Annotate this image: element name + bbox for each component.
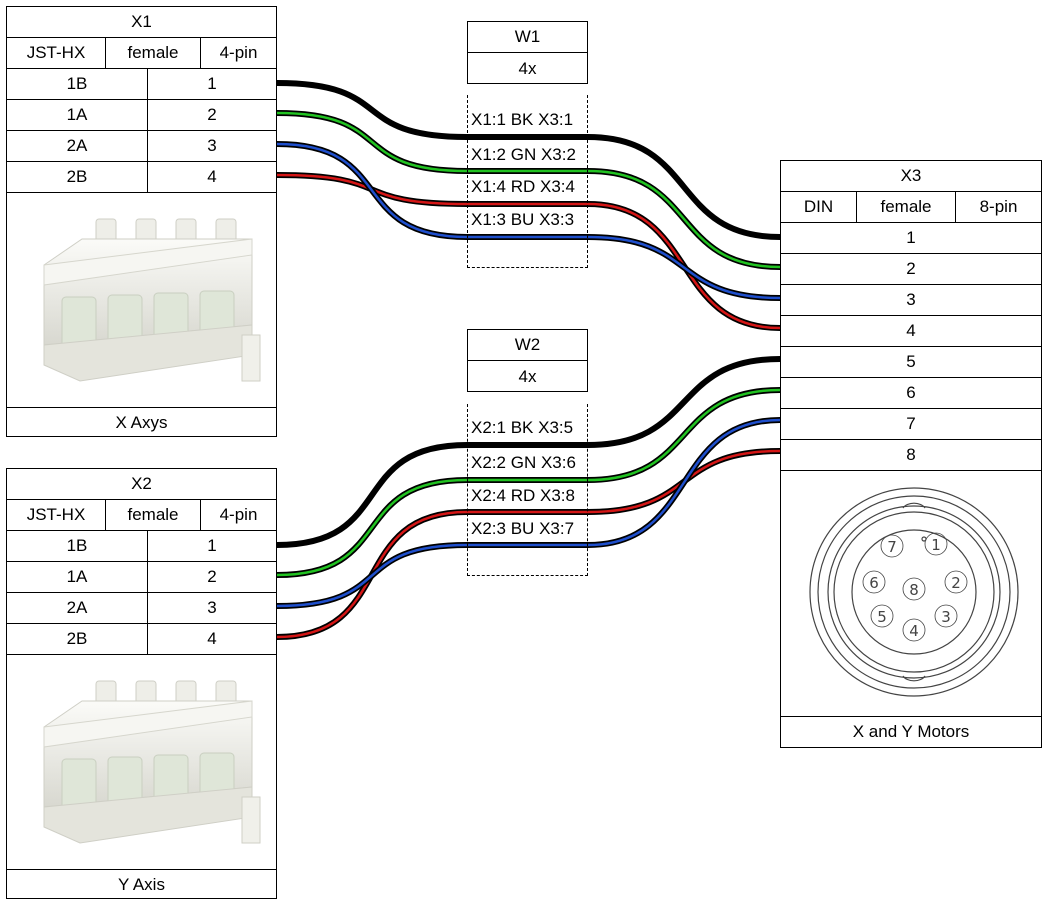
connector-x1-pins: 4-pin bbox=[219, 43, 258, 62]
connector-x1: X1 JST-HX female 4-pin 1B 1 1A 2 2A 3 2B 4 bbox=[6, 6, 277, 437]
din-pin-label: 4 bbox=[909, 622, 919, 640]
w1-wire-label: X1:2 GN X3:2 bbox=[471, 145, 576, 164]
cable-w2-count: 4x bbox=[518, 366, 537, 386]
x3-pin-number: 1 bbox=[906, 228, 916, 247]
x3-connector-image: 7 1 6 8 2 5 4 3 bbox=[781, 471, 1041, 717]
x3-pin-number: 3 bbox=[906, 290, 916, 309]
din-pin-label: 8 bbox=[909, 581, 919, 599]
x1-pin-label: 1A bbox=[7, 100, 148, 130]
wire-w2-rd bbox=[276, 449, 781, 639]
x3-pin-number: 6 bbox=[906, 383, 916, 402]
w1-wire-label: X1:1 BK X3:1 bbox=[471, 110, 574, 129]
jst-hx-connector-image bbox=[43, 680, 260, 844]
w2-wire-label: X2:1 BK X3:5 bbox=[471, 418, 574, 437]
x1-pin-number: 1 bbox=[207, 74, 217, 93]
connector-x3-caption: X and Y Motors bbox=[852, 722, 970, 741]
wire-w2-bu bbox=[276, 418, 781, 608]
x1-pin-number: 3 bbox=[207, 136, 217, 155]
cable-w1-count: 4x bbox=[518, 58, 537, 78]
wire-w1-bk bbox=[276, 81, 781, 239]
w1-wire-label: X1:4 RD X3:4 bbox=[471, 177, 575, 196]
w2-wire-label: X2:2 GN X3:6 bbox=[471, 453, 576, 472]
x2-pin-label: 1B bbox=[7, 531, 148, 561]
connector-x3: X3 DIN female 8-pin 1 2 3 4 5 6 7 8 7 bbox=[780, 160, 1042, 748]
connector-x2-name: X2 bbox=[131, 474, 152, 493]
connector-x1-name: X1 bbox=[131, 12, 152, 31]
x1-pin-label: 1B bbox=[7, 69, 148, 99]
connector-x2-type: JST-HX bbox=[7, 500, 106, 530]
din-pin-label: 6 bbox=[869, 574, 879, 592]
din-8-pin-drawing: 7 1 6 8 2 5 4 3 bbox=[809, 486, 1019, 697]
x2-pin-label: 1A bbox=[7, 562, 148, 592]
cable-w1-name: W1 bbox=[514, 27, 541, 46]
connector-x2-pins: 4-pin bbox=[219, 505, 258, 524]
x2-pin-number: 4 bbox=[207, 629, 217, 648]
jst-hx-connector-image bbox=[43, 218, 260, 382]
cable-w2-header: W2 4x bbox=[467, 329, 588, 392]
din-pin-label: 7 bbox=[887, 538, 897, 556]
din-pin-label: 2 bbox=[951, 574, 961, 592]
x1-connector-image bbox=[7, 193, 276, 408]
connector-x3-name: X3 bbox=[900, 166, 922, 185]
x2-pin-number: 3 bbox=[207, 598, 217, 617]
connector-x3-type: DIN bbox=[781, 192, 857, 222]
x3-pin-number: 8 bbox=[906, 445, 916, 464]
x3-pin-number: 4 bbox=[906, 321, 916, 340]
cable-w1-header: W1 4x bbox=[467, 21, 588, 84]
connector-x1-caption: X Axys bbox=[115, 413, 168, 432]
connector-x3-pins: 8-pin bbox=[979, 197, 1018, 216]
din-pin-label: 3 bbox=[941, 608, 951, 626]
x2-connector-image bbox=[7, 655, 276, 870]
x2-pin-number: 1 bbox=[207, 536, 217, 555]
wire-w1-gn bbox=[276, 111, 781, 269]
wire-w1-rd bbox=[276, 173, 781, 330]
connector-x2-caption: Y Axis bbox=[118, 875, 165, 894]
cable-w2-body bbox=[467, 404, 588, 576]
connector-x2-gender: female bbox=[106, 500, 201, 530]
din-pin-label: 1 bbox=[931, 536, 941, 554]
cable-w1-body bbox=[467, 95, 588, 268]
connector-x3-gender: female bbox=[857, 192, 956, 222]
x2-pin-number: 2 bbox=[207, 567, 217, 586]
w2-wire-label: X2:3 BU X3:7 bbox=[471, 519, 575, 538]
x1-pin-number: 4 bbox=[207, 167, 217, 186]
connector-x1-type: JST-HX bbox=[7, 38, 106, 68]
connector-x2: X2 JST-HX female 4-pin 1B 1 1A 2 2A 3 2B 4 bbox=[6, 468, 277, 899]
x1-pin-label: 2B bbox=[7, 162, 148, 192]
din-pin-label: 5 bbox=[877, 608, 887, 626]
connector-x1-gender: female bbox=[106, 38, 201, 68]
x2-pin-label: 2B bbox=[7, 624, 148, 654]
x3-pin-number: 7 bbox=[906, 414, 916, 433]
w2-wire-label: X2:4 RD X3:8 bbox=[471, 486, 575, 505]
x2-pin-label: 2A bbox=[7, 593, 148, 623]
cable-w2-name: W2 bbox=[514, 335, 541, 354]
wire-w1-bu bbox=[276, 142, 781, 300]
x1-pin-number: 2 bbox=[207, 105, 217, 124]
x3-pin-number: 5 bbox=[906, 352, 916, 371]
w1-wire-label: X1:3 BU X3:3 bbox=[471, 210, 575, 229]
x3-pin-number: 2 bbox=[906, 259, 916, 278]
x1-pin-label: 2A bbox=[7, 131, 148, 161]
